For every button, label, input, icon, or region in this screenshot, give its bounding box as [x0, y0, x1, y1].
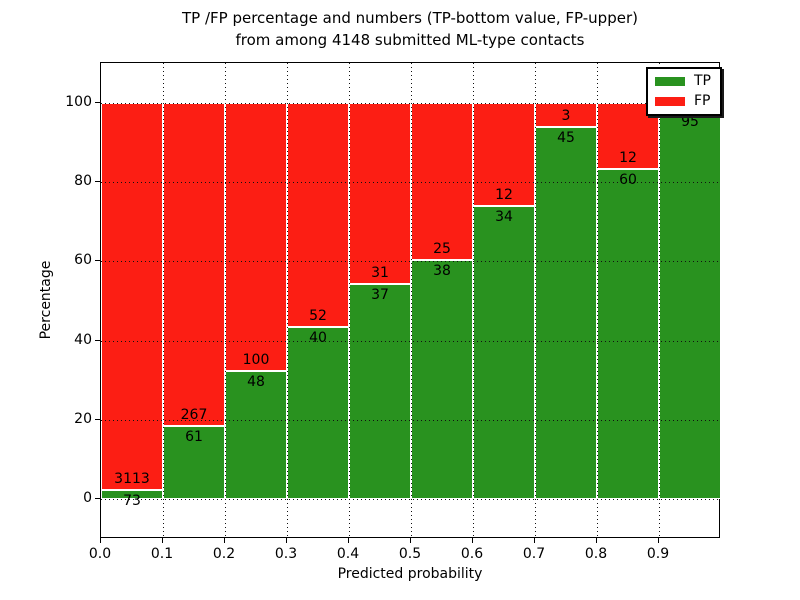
bar-segment-tp-0: [101, 490, 163, 500]
gridline-y-40: [101, 340, 719, 342]
x-tick-label-0.6: 0.6: [460, 546, 484, 562]
bar-label-tp-2: 48: [247, 373, 265, 390]
x-tick-0.1: [162, 538, 163, 543]
x-tick-0.7: [534, 538, 535, 543]
x-tick-0.5: [410, 538, 411, 543]
x-tick-0.2: [224, 538, 225, 543]
bar-segment-fp-4: [349, 102, 411, 284]
x-tick-label-0.0: 0.0: [88, 546, 112, 562]
x-tick-label-0.2: 0.2: [212, 546, 236, 562]
gridline-y-0: [101, 499, 719, 501]
bar-label-tp-7: 45: [557, 130, 575, 147]
bar-segment-tp-8: [597, 168, 659, 500]
gridline-x-0.6: [473, 63, 474, 537]
x-tick-0.0: [100, 538, 101, 543]
x-tick-label-0.9: 0.9: [646, 546, 670, 562]
chart-title-line2: from among 4148 submitted ML-type contac…: [235, 31, 585, 49]
legend-swatch-tp-icon: [655, 77, 685, 86]
bar-label-tp-9: 95: [681, 113, 699, 130]
bar-label-fp-3: 52: [309, 307, 327, 324]
x-tick-label-0.1: 0.1: [150, 546, 174, 562]
x-tick-0.4: [348, 538, 349, 543]
legend-item-fp: FP: [655, 93, 711, 110]
gridline-x-0.2: [225, 63, 226, 537]
gridline-y-20: [101, 420, 719, 421]
chart-title-line1: TP /FP percentage and numbers (TP-bottom…: [182, 9, 638, 27]
bar-segment-fp-3: [287, 102, 349, 327]
gridline-x-0.4: [349, 63, 350, 537]
bar-segment-tp-4: [349, 283, 411, 500]
legend-swatch-fp-icon: [655, 97, 685, 106]
legend-label-tp: TP: [694, 73, 711, 89]
bar-label-tp-1: 61: [185, 428, 203, 445]
bar-segment-tp-2: [225, 370, 287, 500]
bar-label-fp-1: 267: [180, 406, 208, 423]
gridline-x-0.3: [287, 63, 288, 537]
chart-title: TP /FP percentage and numbers (TP-bottom…: [100, 7, 720, 51]
gridline-x-0.9: [659, 63, 660, 537]
bar-label-tp-0: 73: [123, 493, 141, 510]
x-tick-0.8: [596, 538, 597, 543]
y-axis-label: Percentage: [38, 260, 54, 340]
y-tick-label-40: 40: [74, 331, 92, 348]
x-tick-0.6: [472, 538, 473, 543]
gridline-x-0.8: [597, 63, 598, 537]
bar-label-fp-4: 31: [371, 264, 389, 281]
x-tick-label-0.8: 0.8: [584, 546, 608, 562]
bar-label-fp-7: 3: [561, 108, 571, 125]
gridline-y-80: [101, 182, 719, 183]
plot-area: TP FP 3113 73 267 61 100 48 52 40 31 37 25 38 12 34 3 4…: [100, 62, 722, 538]
y-tick-80: [95, 181, 100, 182]
y-tick-label-80: 80: [74, 173, 92, 189]
x-tick-0.3: [286, 538, 287, 543]
gridline-x-0.5: [411, 63, 412, 537]
bar-label-tp-4: 37: [371, 286, 389, 303]
gridline-y-60: [101, 261, 719, 263]
y-tick-label-60: 60: [74, 252, 92, 269]
y-tick-20: [95, 419, 100, 420]
y-tick-label-20: 20: [74, 411, 92, 427]
y-tick-40: [95, 339, 100, 341]
legend-label-fp: FP: [694, 93, 711, 109]
bar-segment-fp-1: [163, 102, 225, 426]
bar-label-fp-5: 25: [433, 241, 451, 258]
legend-item-tp: TP: [655, 73, 711, 90]
bar-label-tp-3: 40: [309, 329, 327, 346]
bar-label-fp-0: 3113: [114, 471, 150, 488]
x-tick-label-0.7: 0.7: [522, 546, 546, 562]
y-tick-0: [95, 498, 100, 500]
legend: TP FP: [646, 67, 722, 116]
bar-label-fp-2: 100: [242, 351, 270, 368]
bar-label-fp-8: 12: [619, 149, 637, 166]
x-tick-0.9: [658, 538, 659, 543]
y-tick-60: [95, 260, 100, 262]
bar-label-tp-6: 34: [495, 209, 513, 226]
x-tick-label-0.4: 0.4: [336, 546, 360, 562]
bar-label-fp-6: 12: [495, 187, 513, 204]
bar-segment-fp-6: [473, 102, 535, 207]
x-tick-label-0.3: 0.3: [274, 546, 298, 562]
gridline-x-0.7: [535, 63, 536, 537]
bar-label-tp-5: 38: [433, 263, 451, 280]
y-tick-100: [95, 101, 100, 103]
bar-segment-tp-3: [287, 326, 349, 500]
x-axis-label: Predicted probability: [337, 566, 483, 582]
bar-segment-tp-7: [535, 127, 597, 500]
bar-segment-fp-0: [101, 102, 163, 491]
gridline-x-0.1: [163, 63, 164, 537]
bar-segment-tp-9: [659, 110, 721, 500]
bar-segment-fp-5: [411, 102, 473, 261]
bar-label-tp-8: 60: [619, 171, 637, 188]
y-tick-label-100: 100: [65, 93, 92, 110]
x-tick-label-0.5: 0.5: [398, 546, 422, 562]
gridline-y-100: [101, 102, 719, 104]
y-tick-label-0: 0: [83, 490, 92, 507]
